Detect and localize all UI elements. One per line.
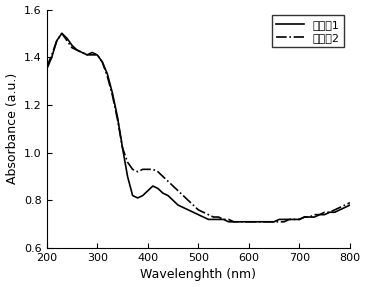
比较例2 [317,213,322,216]
比较例2 [156,170,160,173]
比较例1 [348,203,352,207]
Line: 比较例2: 比较例2 [47,33,350,222]
比较例2 [231,220,236,224]
Legend: 比较例1, 比较例2: 比较例1, 比较例2 [272,15,344,47]
比较例2 [110,94,115,97]
比较例2 [45,65,49,69]
比较例2 [211,215,216,219]
比较例1 [60,32,64,35]
比较例1 [110,91,115,95]
比较例1 [156,187,160,190]
比较例1 [227,220,231,224]
比较例1 [45,67,49,71]
比较例1 [211,218,216,221]
比较例2 [236,220,241,224]
比较例2 [60,32,64,35]
比较例1 [236,220,241,224]
Y-axis label: Absorbance (a.u.): Absorbance (a.u.) [5,73,19,185]
比较例2 [120,146,125,150]
Line: 比较例1: 比较例1 [47,33,350,222]
比较例1 [120,146,125,150]
X-axis label: Wavelenghth (nm): Wavelenghth (nm) [140,268,256,282]
比较例2 [348,201,352,204]
比较例1 [317,213,322,216]
